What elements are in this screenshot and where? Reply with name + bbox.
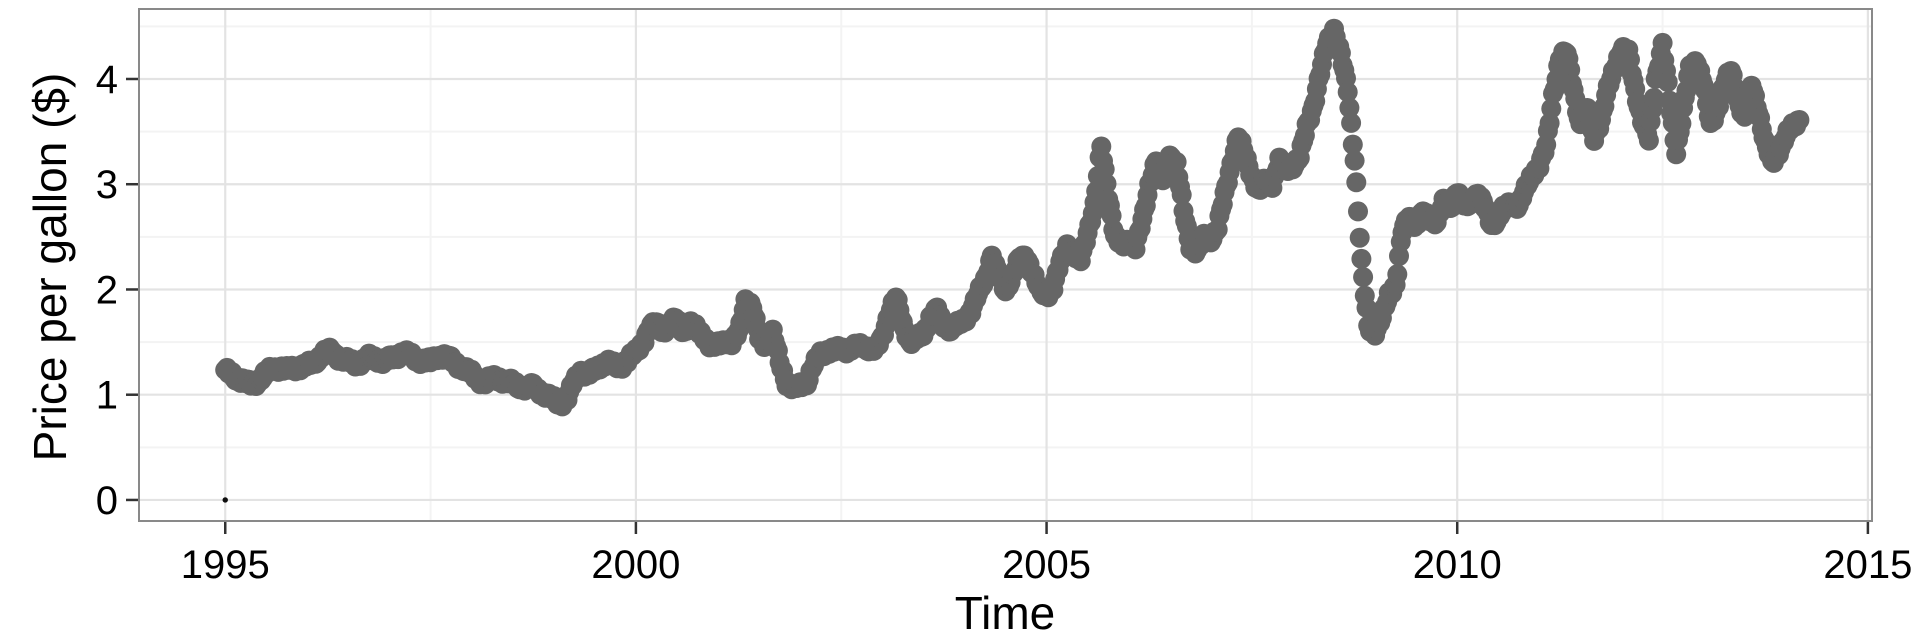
data-point	[1166, 152, 1187, 172]
data-point	[1346, 172, 1367, 193]
data-point	[1644, 88, 1664, 108]
x-tick-label: 2005	[1002, 543, 1091, 587]
data-point	[1356, 297, 1377, 318]
y-tick-label: 3	[96, 163, 118, 207]
data-point	[1652, 32, 1673, 53]
data-point	[1351, 248, 1372, 269]
y-tick-label: 4	[96, 58, 118, 102]
data-point	[1096, 173, 1117, 194]
data-point	[1342, 134, 1363, 155]
data-point	[1344, 150, 1365, 171]
y-tick-label: 2	[96, 268, 118, 312]
axis-tick-labels: 1995 2000 2005 2010 2015 0 1 2 3 4	[96, 58, 1913, 587]
x-tick-label: 2000	[591, 543, 680, 587]
data-point	[1349, 227, 1370, 248]
data-point	[1171, 184, 1192, 205]
data-point	[1657, 72, 1678, 92]
x-tick-label: 2010	[1413, 543, 1502, 587]
data-point	[1341, 112, 1362, 133]
data-point	[1671, 113, 1692, 134]
data-point	[1666, 144, 1687, 165]
data-points	[215, 18, 1810, 417]
y-tick-label: 0	[96, 479, 118, 523]
y-axis-title: Price per gallon ($)	[24, 73, 76, 462]
x-tick-label: 1995	[181, 543, 270, 587]
axis-tick-marks	[126, 77, 1870, 534]
data-point	[1339, 97, 1360, 118]
panel-border	[138, 8, 1873, 522]
data-point	[1353, 267, 1374, 288]
gridlines-minor	[139, 9, 1872, 521]
data-point	[1348, 201, 1368, 222]
data-point	[1094, 159, 1115, 180]
gridlines-major	[139, 9, 1872, 521]
x-axis-title: Time	[955, 587, 1056, 639]
outlier-point	[222, 497, 228, 503]
data-point	[1387, 264, 1408, 285]
data-point	[1541, 98, 1562, 119]
data-point	[1789, 110, 1810, 130]
data-point	[1337, 82, 1358, 103]
x-tick-label: 2015	[1823, 543, 1912, 587]
data-point	[1638, 130, 1659, 151]
y-tick-label: 1	[96, 374, 118, 418]
